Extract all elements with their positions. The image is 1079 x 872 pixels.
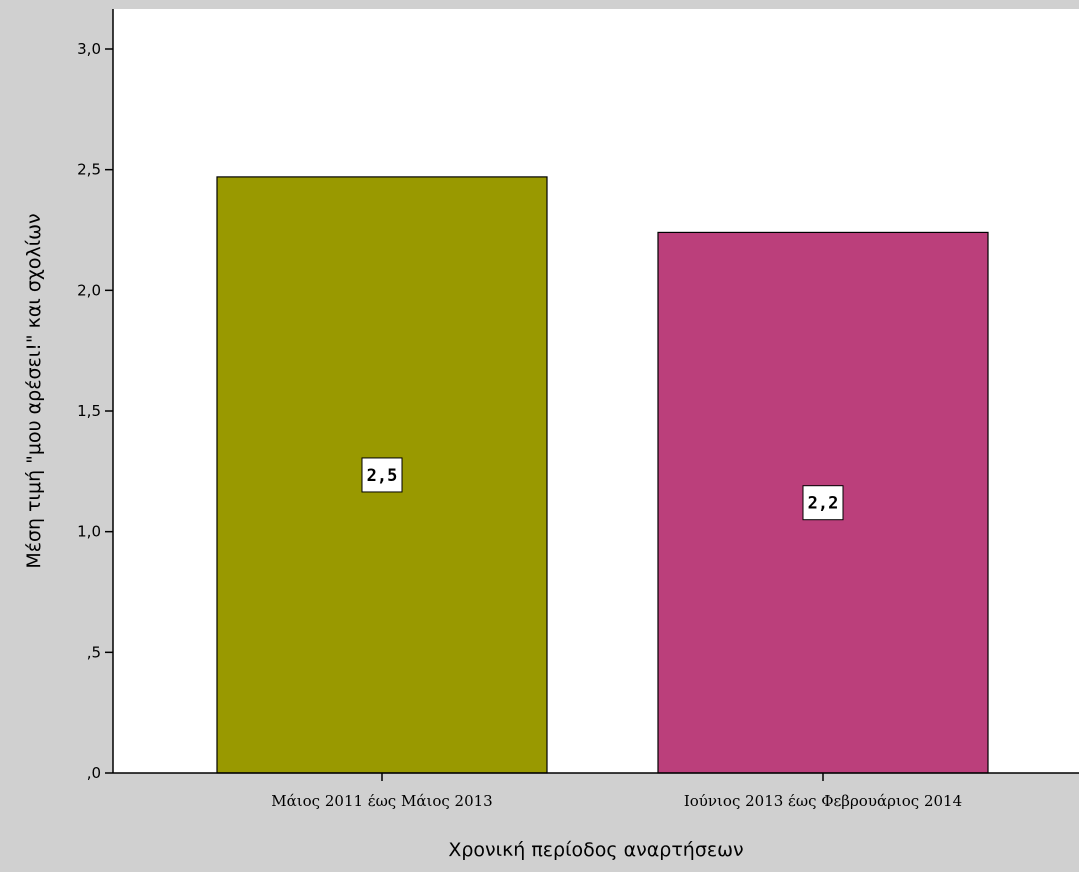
y-tick-label: 1,0 bbox=[77, 523, 101, 541]
y-tick-label: 1,5 bbox=[77, 402, 101, 420]
data-label: 2,2 bbox=[808, 494, 839, 514]
x-tick-label: Ιούνιος 2013 έως Φεβρουάριος 2014 bbox=[684, 792, 962, 810]
y-axis-title: Μέση τιμή "μου αρέσει!" και σχολίων bbox=[23, 213, 45, 568]
y-tick-label: 2,0 bbox=[77, 281, 101, 299]
y-tick-label: 3,0 bbox=[77, 40, 101, 58]
x-tick-label: Μάιος 2011 έως Μάιος 2013 bbox=[271, 792, 492, 810]
x-axis-title: Χρονική περίοδος αναρτήσεων bbox=[448, 839, 743, 861]
y-tick-label: 2,5 bbox=[77, 161, 101, 179]
data-label: 2,5 bbox=[367, 466, 398, 486]
data-label-box bbox=[802, 485, 844, 521]
y-tick-label: ,5 bbox=[87, 643, 101, 661]
y-tick-label: ,0 bbox=[87, 764, 101, 782]
data-label-box bbox=[361, 457, 403, 493]
